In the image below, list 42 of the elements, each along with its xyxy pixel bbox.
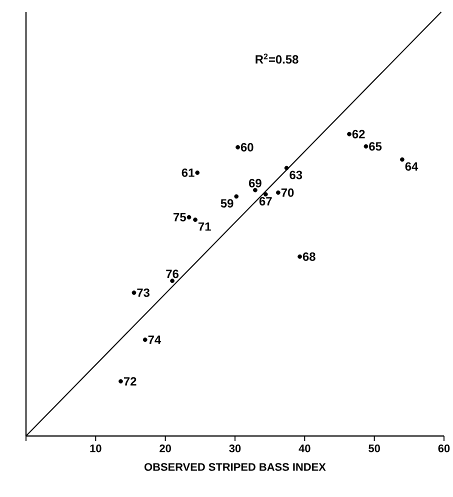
- x-tick-label: 50: [368, 444, 380, 452]
- point: [347, 132, 352, 136]
- annotation: 65: [369, 142, 382, 151]
- x-axis-title: OBSERVED STRIPED BASS INDEX: [144, 463, 326, 471]
- point: [253, 188, 258, 192]
- x-tick-label: 10: [90, 444, 102, 452]
- point: [193, 218, 198, 222]
- annotation: 72: [124, 377, 136, 386]
- point: [236, 145, 240, 150]
- point: [234, 194, 239, 199]
- point: [364, 144, 368, 149]
- point: [186, 215, 192, 220]
- x-tick-label: 20: [160, 444, 171, 452]
- annotation: 69: [248, 178, 262, 188]
- point: [118, 379, 123, 384]
- annotation: 68: [302, 252, 316, 261]
- x-tick-label: 30: [229, 444, 241, 452]
- point: [400, 157, 404, 162]
- point: [132, 290, 136, 295]
- annotation: 67: [259, 197, 272, 206]
- annotation: 59: [220, 199, 234, 208]
- annotation: 71: [198, 222, 211, 231]
- point: [276, 190, 280, 195]
- point: [170, 278, 174, 284]
- point: [263, 192, 268, 197]
- x-tick-label: 60: [438, 444, 450, 452]
- annotation: 64: [405, 162, 418, 171]
- annotation: 62: [352, 130, 365, 138]
- annotation: 74: [148, 336, 162, 344]
- annotation: 61: [182, 168, 194, 177]
- annotation: 73: [137, 288, 150, 297]
- point: [284, 166, 289, 170]
- annotation: 63: [290, 170, 302, 180]
- annotation: 75: [174, 213, 186, 222]
- annotation: 70: [281, 188, 294, 197]
- annotation: 60: [240, 143, 254, 152]
- point: [195, 170, 200, 175]
- point: [298, 254, 302, 259]
- annotation: R$^{2}$=0.58: [256, 54, 298, 64]
- annotation: 76: [166, 270, 179, 278]
- x-tick-label: 40: [298, 444, 310, 452]
- point: [142, 338, 148, 342]
